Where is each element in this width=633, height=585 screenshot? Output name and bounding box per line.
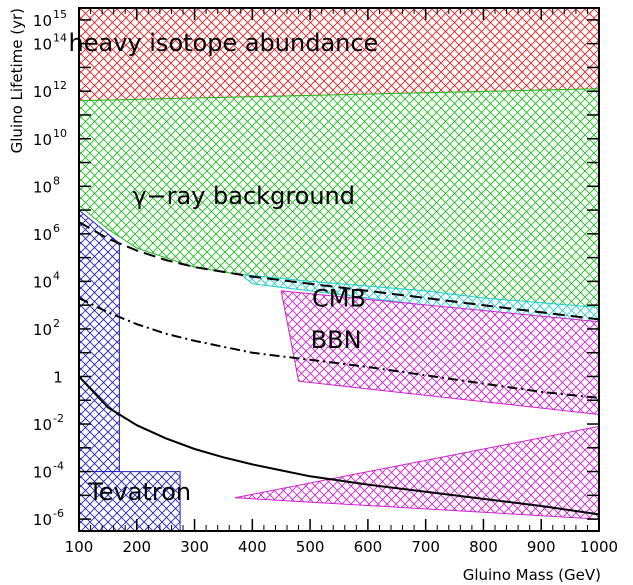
series-dash-dot-line	[79, 297, 599, 399]
series-dashed-line	[79, 221, 599, 321]
label-cmb: CMB	[312, 284, 366, 312]
x-tick-label: 900	[527, 538, 556, 556]
y-tick-exponent: 10	[53, 127, 67, 140]
x-tick-label: 300	[180, 538, 209, 556]
y-tick-exponent: 8	[53, 174, 60, 187]
x-tick-label: 800	[469, 538, 498, 556]
x-axis-title: Gluino Mass (GeV)	[463, 566, 601, 584]
y-tick-label: 10	[33, 273, 52, 291]
y-tick-label: 10	[33, 83, 52, 101]
y-tick-exponent: 4	[53, 269, 60, 282]
y-tick-label: 10	[33, 36, 52, 54]
y-tick-exponent: 12	[53, 79, 67, 92]
y-tick-label: 1	[53, 368, 63, 386]
y-tick-label: 10	[33, 12, 52, 30]
y-tick-label: 10	[33, 178, 52, 196]
y-tick-exponent: 15	[53, 8, 67, 21]
x-tick-label: 100	[65, 538, 94, 556]
y-tick-label: 10	[33, 131, 52, 149]
label-tevatron: Tevatron	[87, 478, 191, 506]
series-solid-line	[79, 375, 599, 516]
x-tick-label: 500	[296, 538, 325, 556]
y-tick-label: 10	[33, 511, 52, 529]
label-heavy-isotope: heavy isotope abundance	[69, 29, 379, 57]
y-tick-exponent: 14	[53, 32, 67, 45]
region-tevatron-vertical	[79, 209, 120, 473]
y-tick-exponent: -4	[53, 460, 64, 473]
x-tick-label: 1000	[580, 538, 618, 556]
region-labels-layer: heavy isotope abundance γ−ray background C…	[69, 29, 379, 506]
plot-frame	[78, 7, 600, 532]
region-heavy-isotope	[79, 8, 599, 102]
y-tick-label: 10	[33, 321, 52, 339]
y-tick-label: 10	[33, 416, 52, 434]
label-bbn: BBN	[311, 326, 362, 354]
y-tick-exponent: 2	[53, 317, 60, 330]
y-axis-title: Gluino Lifetime (yr)	[8, 8, 26, 153]
label-gamma-ray: γ−ray background	[132, 182, 355, 210]
x-tick-label: 600	[354, 538, 383, 556]
x-tick-label: 400	[238, 538, 267, 556]
region-bbn-upper	[280, 290, 599, 416]
y-tick-exponent: -6	[53, 507, 64, 520]
region-tevatron	[79, 471, 181, 531]
y-tick-label: 10	[33, 226, 52, 244]
x-tick-label: 200	[122, 538, 151, 556]
regions-layer	[79, 8, 599, 531]
y-tick-label: 10	[33, 464, 52, 482]
series-layer	[79, 221, 599, 516]
y-tick-exponent: -2	[53, 412, 64, 425]
region-bbn-lower	[234, 425, 599, 520]
y-tick-exponent: 6	[53, 222, 60, 235]
x-tick-label: 700	[411, 538, 440, 556]
